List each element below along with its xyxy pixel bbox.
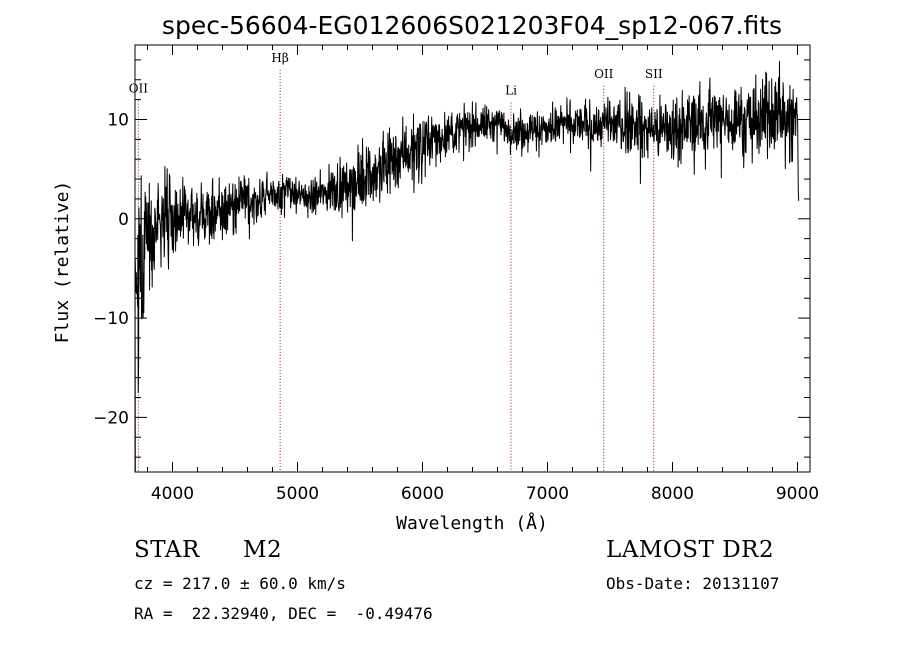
- y-tick-label: −20: [93, 408, 129, 428]
- x-tick-label: 4000: [151, 484, 194, 504]
- line-marker-label: OII: [129, 82, 149, 96]
- spectrum-series: [134, 60, 800, 473]
- x-tick-label: 8000: [651, 484, 694, 504]
- emission-line-markers: OII Hβ Li OII SII: [129, 51, 663, 472]
- y-tick-label: −10: [93, 309, 129, 329]
- x-tick-label: 9000: [776, 484, 819, 504]
- y-tick-label: 0: [118, 210, 129, 230]
- line-marker-label: Hβ: [271, 51, 288, 65]
- object-subclass: M2: [243, 537, 283, 563]
- line-marker-label: SII: [645, 67, 663, 81]
- coordinates-readout: RA = 22.32940, DEC = -0.49476: [134, 604, 433, 623]
- plot-axes: 4000 5000 6000 7000 8000 9000 −20 −10 0 10: [93, 44, 819, 504]
- x-tick-label: 5000: [276, 484, 319, 504]
- survey-label: LAMOST DR2: [606, 537, 775, 563]
- x-axis-label: Wavelength (Å): [396, 512, 548, 534]
- spectrum-line: [134, 60, 800, 473]
- obs-date: Obs-Date: 20131107: [606, 574, 780, 593]
- line-marker-label: Li: [505, 84, 517, 98]
- x-tick-label: 6000: [401, 484, 444, 504]
- chart-title: spec-56604-EG012606S021203F04_sp12-067.f…: [162, 11, 782, 40]
- x-tick-label: 7000: [526, 484, 569, 504]
- line-marker-label: OII: [594, 67, 614, 81]
- redshift-readout: cz = 217.0 ± 60.0 km/s: [134, 574, 346, 593]
- y-axis-label: Flux (relative): [52, 181, 73, 344]
- y-tick-label: 10: [107, 110, 129, 130]
- object-class: STAR: [134, 537, 200, 563]
